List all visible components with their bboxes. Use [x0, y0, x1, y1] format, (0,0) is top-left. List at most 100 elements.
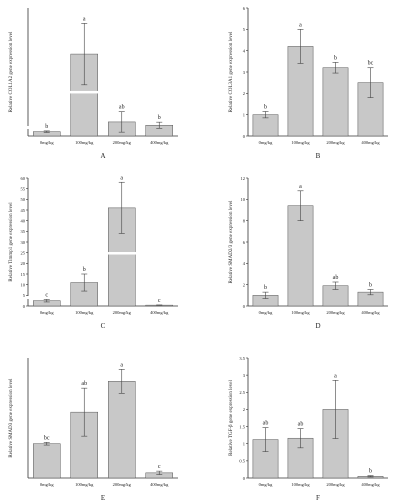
category-label: 100mg/kg	[75, 140, 94, 145]
bar	[108, 381, 136, 479]
category-label: 0mg/kg	[40, 482, 55, 487]
category-label: 100mg/kg	[75, 310, 94, 315]
y-tick-label: 15	[21, 272, 26, 277]
significance-letter: ab	[298, 422, 304, 428]
bar	[322, 67, 349, 137]
y-tick-label: 40	[21, 218, 26, 223]
y-tick-label: 6	[243, 6, 246, 11]
category-label: 400mg/kg	[361, 140, 380, 145]
y-tick-label: 8	[243, 218, 246, 223]
significance-letter: ab	[263, 421, 269, 427]
y-axis-title: Relative TGF-β gene expression level	[229, 380, 234, 456]
y-tick-label: 2	[243, 282, 245, 287]
category-label: 200mg/kg	[326, 140, 345, 145]
significance-letter: b	[264, 104, 267, 110]
significance-letter: c	[45, 292, 48, 298]
significance-letter: c	[158, 464, 161, 470]
category-label: 400mg/kg	[150, 482, 169, 487]
significance-letter: bc	[44, 435, 50, 441]
bar	[33, 443, 61, 479]
y-tick-label: 0.5	[239, 459, 245, 464]
category-label: 0mg/kg	[40, 310, 55, 315]
y-tick-label: 55	[21, 186, 26, 191]
y-tick-label: 50	[21, 197, 26, 202]
y-tick-label: 2.5	[239, 390, 245, 395]
significance-letter: bc	[368, 61, 374, 67]
category-label: 0mg/kg	[259, 140, 274, 145]
y-tick-label: 45	[21, 208, 26, 213]
category-label: 200mg/kg	[113, 310, 132, 315]
significance-letter: a	[299, 22, 302, 28]
category-label: 0mg/kg	[40, 140, 55, 145]
y-tick-label: 1	[243, 112, 245, 117]
panel-label: E	[101, 494, 105, 500]
y-tick-label: 3	[243, 70, 246, 75]
y-tick-label: 10	[21, 282, 26, 287]
significance-letter: b	[334, 55, 337, 61]
y-tick-label: 0	[23, 304, 26, 309]
y-tick-label: 0	[243, 304, 246, 309]
y-tick-label: 25	[21, 250, 26, 255]
category-label: 100mg/kg	[291, 310, 310, 315]
significance-letter: b	[158, 115, 161, 121]
category-label: 100mg/kg	[75, 482, 94, 487]
y-tick-label: 0	[243, 476, 246, 481]
chart-panel-c: 0 5 10 15 20 25 30 35 40 45 50 55 60 c 0mg/kg b 100mg/kg…	[9, 175, 178, 330]
category-label: 400mg/kg	[150, 310, 169, 315]
category-label: 200mg/kg	[113, 482, 132, 487]
significance-letter: a	[299, 184, 302, 190]
panel-label: C	[101, 322, 106, 330]
y-tick-label: 3.5	[239, 356, 245, 361]
chart-panel-b: 0 1 2 3 4 5 6 b 0mg/kg a 100mg/kg b 200mg/kg bc 400mg/…	[229, 6, 388, 160]
category-label: 200mg/kg	[113, 140, 132, 145]
y-tick-label: 2	[243, 91, 245, 96]
significance-letter: a	[334, 373, 337, 379]
y-tick-label: 5	[243, 27, 246, 32]
y-tick-label: 6	[243, 240, 246, 245]
y-tick-label: 10	[241, 197, 246, 202]
significance-letter: a	[120, 175, 123, 181]
y-tick-label: 12	[241, 176, 246, 181]
category-label: 400mg/kg	[361, 482, 380, 487]
category-label: 100mg/kg	[291, 140, 310, 145]
y-tick-label: 30	[21, 240, 26, 245]
chart-panel-e: bc 0mg/kg ab 100mg/kg a 200mg/kg c 400mg/kg Rela…	[9, 358, 178, 500]
y-axis-title: Relative COL1A2 gene expression level	[9, 31, 14, 112]
chart-panel-f: 0 0.5 1 1.5 2 2.5 3 3.5 ab 0mg/kg ab 100mg/kg a 200mg…	[229, 356, 388, 500]
category-label: 0mg/kg	[259, 482, 274, 487]
category-label: 200mg/kg	[326, 482, 345, 487]
significance-letter: c	[158, 298, 161, 304]
significance-letter: b	[369, 469, 372, 475]
y-tick-label: 1.5	[239, 424, 245, 429]
category-label: 400mg/kg	[361, 310, 380, 315]
significance-letter: ab	[119, 105, 125, 111]
chart-panel-a: b 0mg/kg a 100mg/kg ab 200mg/kg b 400mg/kg Relat…	[9, 8, 178, 160]
significance-letter: b	[264, 285, 267, 291]
significance-letter: ab	[333, 275, 339, 281]
significance-letter: ab	[81, 381, 87, 387]
bar	[252, 439, 279, 479]
category-label: 400mg/kg	[150, 140, 169, 145]
y-axis-title: Relative Timmp1 gene expression level	[9, 202, 14, 282]
y-tick-label: 5	[23, 293, 26, 298]
y-axis-title: Relative COL3A1 gene expression level	[229, 31, 234, 112]
y-axis-title: Relative SMAD2/3 gene expression level	[229, 200, 234, 284]
significance-letter: b	[369, 282, 372, 288]
panel-label: D	[315, 322, 320, 330]
y-tick-label: 35	[21, 229, 26, 234]
panel-label: B	[316, 152, 321, 160]
y-tick-label: 3	[243, 373, 246, 378]
y-tick-label: 4	[243, 261, 246, 266]
axis-break-band	[69, 90, 99, 94]
y-tick-label: 60	[21, 176, 26, 181]
significance-letter: a	[120, 362, 123, 368]
axis-break-mark	[26, 296, 30, 299]
y-tick-label: 4	[243, 48, 246, 53]
y-axis-title: Relative SMAD3 gene expression level	[9, 378, 14, 458]
axis-break-mark	[26, 126, 30, 129]
y-tick-label: 20	[21, 261, 26, 266]
bar	[287, 205, 314, 307]
panel-label: F	[316, 494, 320, 500]
panel-label: A	[100, 152, 105, 160]
